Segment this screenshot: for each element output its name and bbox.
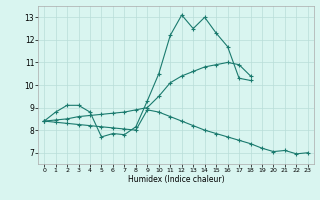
X-axis label: Humidex (Indice chaleur): Humidex (Indice chaleur) — [128, 175, 224, 184]
